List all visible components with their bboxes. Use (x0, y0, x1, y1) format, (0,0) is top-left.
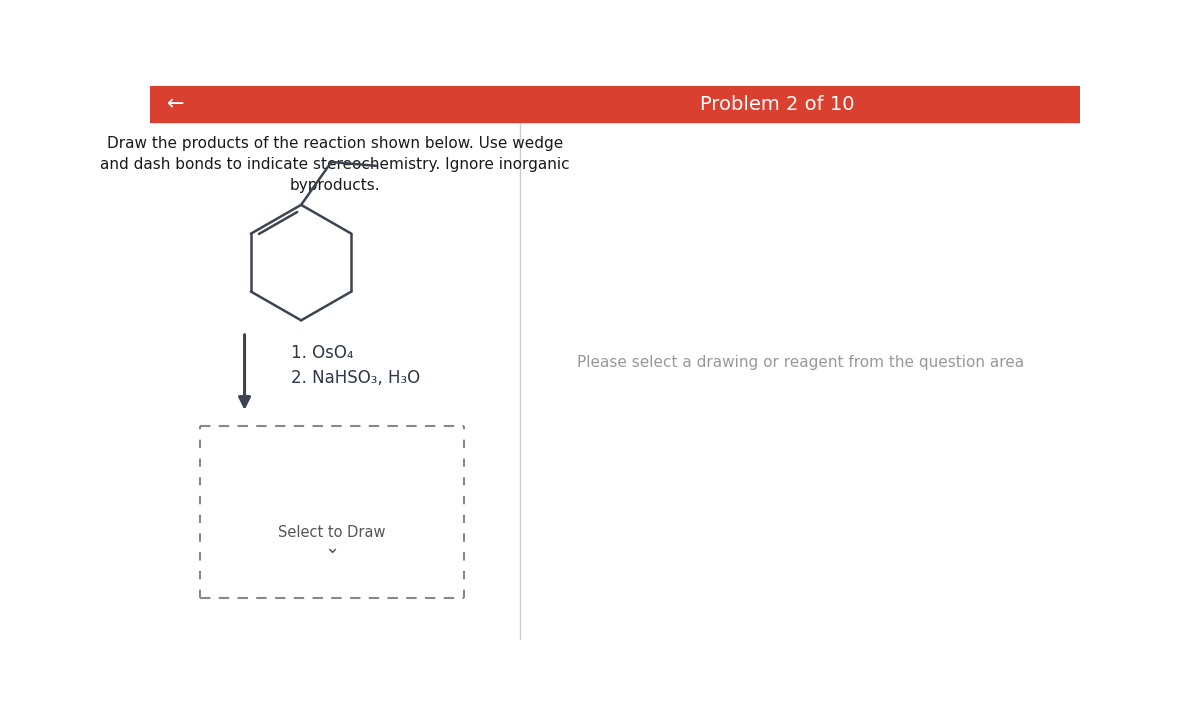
Text: 2. NaHSO₃, H₃O: 2. NaHSO₃, H₃O (292, 369, 420, 387)
Text: Draw the products of the reaction shown below. Use wedge
and dash bonds to indic: Draw the products of the reaction shown … (101, 137, 570, 193)
Text: Please select a drawing or reagent from the question area: Please select a drawing or reagent from … (577, 355, 1024, 370)
Text: Select to Draw: Select to Draw (278, 525, 386, 540)
Text: ←: ← (167, 94, 185, 114)
Text: 1. OsO₄: 1. OsO₄ (292, 344, 354, 362)
Bar (150, 86, 1080, 122)
Text: Problem 2 of 10: Problem 2 of 10 (700, 95, 854, 114)
Text: ⌄: ⌄ (324, 539, 340, 557)
